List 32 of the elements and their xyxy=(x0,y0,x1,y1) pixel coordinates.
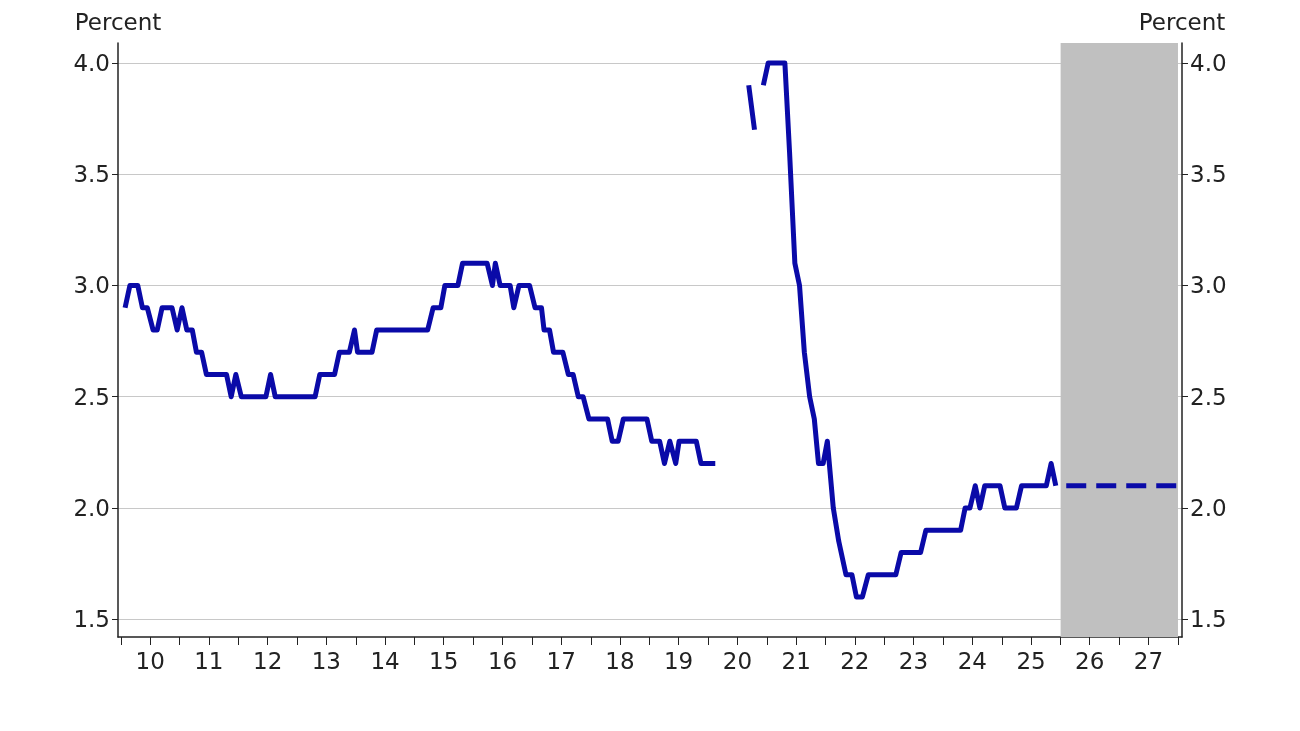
y-tick-label: 2.5 xyxy=(73,383,110,410)
y-axis-title: Percent xyxy=(74,8,162,35)
x-tick-label: 14 xyxy=(370,647,400,674)
x-tick-label: 12 xyxy=(253,647,283,674)
y2-tick-label: 3.0 xyxy=(1190,272,1227,299)
x-tick-label: 10 xyxy=(135,647,165,674)
x-tick-label: 17 xyxy=(546,647,576,674)
x-tick-label: 23 xyxy=(898,647,929,674)
y2-tick-label: 4.0 xyxy=(1190,50,1227,77)
x-tick-label: 26 xyxy=(1075,647,1105,674)
x-tick-label: 27 xyxy=(1133,647,1164,674)
x-tick-label: 18 xyxy=(605,647,635,674)
y-tick-label: 4.0 xyxy=(73,50,110,77)
x-tick-label: 11 xyxy=(194,647,224,674)
y-tick-label: 3.5 xyxy=(73,161,110,188)
y-tick-label: 2.0 xyxy=(73,494,110,521)
y-tick-label: 3.0 xyxy=(73,272,110,299)
x-tick-label: 16 xyxy=(487,647,518,674)
x-tick-label: 15 xyxy=(429,647,459,674)
x-tick-label: 24 xyxy=(957,647,987,674)
y2-tick-label: 2.5 xyxy=(1190,383,1227,410)
x-tick-label: 19 xyxy=(663,647,694,674)
y2-tick-label: 3.5 xyxy=(1190,161,1227,188)
x-tick-label: 13 xyxy=(311,647,341,674)
x-tick-label: 20 xyxy=(722,647,753,674)
y2-tick-label: 2.0 xyxy=(1190,494,1227,521)
y-tick-label: 1.5 xyxy=(73,606,110,633)
x-tick-label: 25 xyxy=(1016,647,1046,674)
x-tick-label: 22 xyxy=(840,647,870,674)
y2-axis-title: Percent xyxy=(1138,8,1226,35)
x-tick-label: 21 xyxy=(781,647,811,674)
y2-tick-label: 1.5 xyxy=(1190,606,1227,633)
